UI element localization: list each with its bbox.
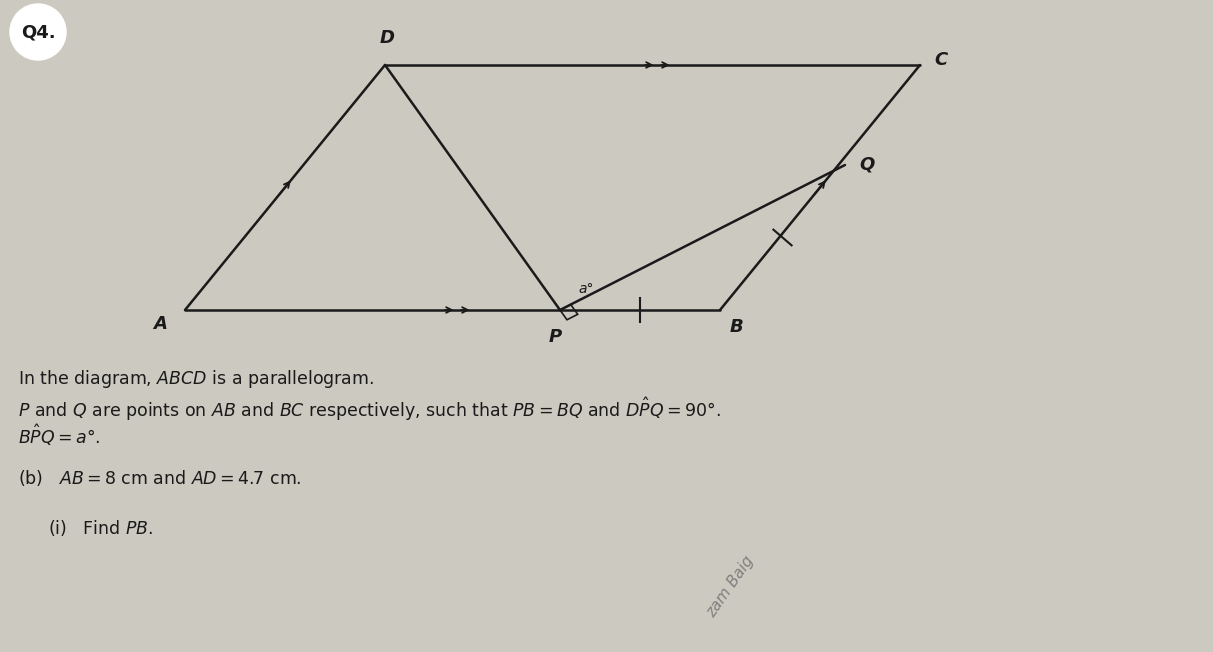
Text: zam Baig: zam Baig — [704, 554, 757, 620]
Text: In the diagram, $ABCD$ is a parallelogram.: In the diagram, $ABCD$ is a parallelogra… — [18, 368, 374, 390]
Text: D: D — [380, 29, 394, 47]
Text: (i)   Find $PB$.: (i) Find $PB$. — [49, 518, 153, 538]
Circle shape — [10, 4, 66, 60]
Text: Q: Q — [859, 156, 875, 174]
Text: a°: a° — [579, 282, 593, 296]
Text: C: C — [934, 51, 947, 69]
Text: P: P — [548, 328, 562, 346]
Text: (b)   $AB = 8$ cm and $AD = 4.7$ cm.: (b) $AB = 8$ cm and $AD = 4.7$ cm. — [18, 468, 302, 488]
Text: B: B — [730, 318, 744, 336]
Text: A: A — [153, 315, 167, 333]
Text: Q4.: Q4. — [21, 23, 56, 41]
Text: $B\hat{P}Q = a°$.: $B\hat{P}Q = a°$. — [18, 422, 101, 448]
Text: $P$ and $Q$ are points on $AB$ and $BC$ respectively, such that $PB = BQ$ and $D: $P$ and $Q$ are points on $AB$ and $BC$ … — [18, 395, 721, 422]
